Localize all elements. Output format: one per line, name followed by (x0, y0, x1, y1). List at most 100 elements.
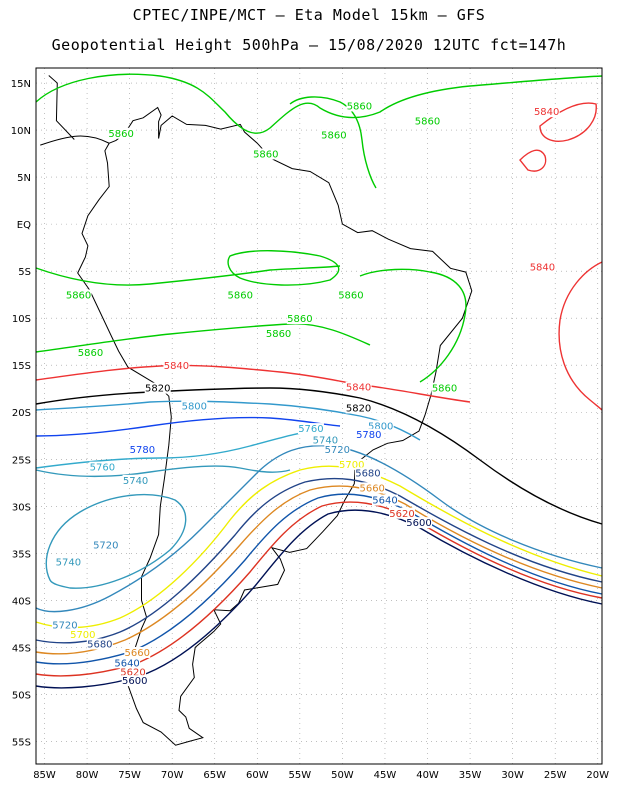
contour-5840 (539, 102, 597, 142)
lat-tick-label: 20S (12, 408, 31, 419)
contour-5860 (35, 265, 341, 286)
contour-label: 5600 (406, 518, 431, 529)
contour-label: 5860 (228, 291, 253, 302)
contour-label: 5840 (530, 262, 555, 273)
contour-5840 (35, 364, 471, 403)
contour-label-bg (414, 115, 441, 127)
lon-tick-label: 40W (416, 770, 439, 781)
contour-label: 5860 (415, 117, 440, 128)
contour-label-bg (320, 129, 347, 141)
contour-label-bg (346, 100, 373, 112)
lon-tick-label: 85W (33, 770, 56, 781)
contour-label: 5860 (321, 131, 346, 142)
contour-label-bg (144, 382, 171, 394)
lon-tick-label: 70W (161, 770, 184, 781)
contour-label: 5860 (108, 129, 133, 140)
contour-label-bg (286, 313, 313, 325)
contour-label-bg (114, 657, 141, 669)
contour-label-bg (431, 382, 458, 394)
contour-label: 5860 (347, 102, 372, 113)
lon-tick-label: 65W (203, 770, 226, 781)
lon-tick-label: 80W (76, 770, 99, 781)
contour-label: 5860 (432, 384, 457, 395)
contour-5740 (35, 465, 291, 477)
contour-label-bg (371, 494, 398, 506)
contour-label-bg (121, 675, 148, 687)
contour-label: 5860 (78, 348, 103, 359)
contour-label: 5680 (87, 639, 112, 650)
axis-ticks: 15N 10N 5N EQ 5S 10S 15S 20S 25S 30S 35S 40S 45S 50S 5… (11, 79, 609, 781)
contour-label: 5720 (325, 445, 350, 456)
contour-label: 5660 (359, 483, 384, 494)
lat-tick-label: 40S (12, 596, 31, 607)
contour-5840 (519, 149, 547, 172)
contour-label: 5840 (164, 361, 189, 372)
contour-label: 5840 (346, 383, 371, 394)
lon-tick-label: 55W (289, 770, 312, 781)
contour-label: 5860 (287, 314, 312, 325)
contour-label-bg (65, 289, 92, 301)
contour-label: 5840 (534, 107, 559, 118)
contour-label-bg (533, 106, 560, 118)
contour-label-bg (367, 420, 394, 432)
contour-lines (35, 73, 603, 689)
contour-label-bg (77, 346, 104, 358)
contour-label-bg (359, 482, 386, 494)
contour-label-bg (529, 261, 556, 273)
lat-tick-label: 55S (12, 737, 31, 748)
contour-label: 5640 (372, 496, 397, 507)
lon-tick-label: 50W (331, 770, 354, 781)
lon-tick-label: 35W (459, 770, 482, 781)
lat-tick-label: 45S (12, 643, 31, 654)
contour-5660 (35, 485, 603, 655)
lat-tick-label: EQ (17, 220, 31, 231)
contour-label-bg (51, 619, 78, 631)
contour-label-bg (265, 328, 292, 340)
contour-label-bg (122, 474, 149, 486)
lat-tick-label: 35S (12, 549, 31, 560)
contour-label-bg (354, 467, 381, 479)
contour-5680 (35, 477, 603, 644)
contour-5700 (35, 465, 603, 629)
contour-label: 5660 (125, 648, 150, 659)
contour-label: 5740 (123, 476, 148, 487)
contour-label-bg (355, 428, 382, 440)
contour-label: 5620 (389, 509, 414, 520)
lat-tick-label: 10S (12, 314, 31, 325)
contour-5860 (35, 73, 603, 134)
contour-5840 (558, 261, 603, 411)
lat-tick-label: 10N (11, 126, 31, 137)
contour-label: 5860 (66, 291, 91, 302)
contour-label-bg (129, 443, 156, 455)
contour-label-bg (252, 148, 279, 160)
contour-label: 5820 (346, 403, 371, 414)
lon-tick-label: 75W (118, 770, 141, 781)
contour-5860 (227, 250, 340, 286)
contour-label: 5820 (145, 384, 170, 395)
lat-tick-label: 30S (12, 502, 31, 513)
contour-label-bg (388, 507, 415, 519)
lat-tick-label: 15S (12, 361, 31, 372)
lon-tick-label: 60W (246, 770, 269, 781)
contour-label-bg (124, 646, 151, 658)
contour-label-bg (338, 458, 365, 470)
contour-5780 (35, 416, 341, 437)
contour-label: 5760 (90, 463, 115, 474)
contour-label: 5800 (368, 421, 393, 432)
lat-tick-label: 5N (17, 173, 31, 184)
contour-label-bg (297, 423, 324, 435)
contour-label: 5700 (339, 460, 364, 471)
contour-label-bg (89, 461, 116, 473)
contour-label: 5720 (52, 621, 77, 632)
contour-label-bg (337, 289, 364, 301)
contour-label: 5780 (130, 445, 155, 456)
map-frame (35, 67, 603, 765)
contour-label: 5640 (114, 658, 139, 669)
contour-label: 5860 (253, 149, 278, 160)
contour-5800 (35, 400, 421, 441)
contour-label: 5720 (93, 541, 118, 552)
contour-5860 (35, 323, 371, 353)
contour-label-bg (406, 517, 433, 529)
lat-tick-label: 15N (11, 79, 31, 90)
